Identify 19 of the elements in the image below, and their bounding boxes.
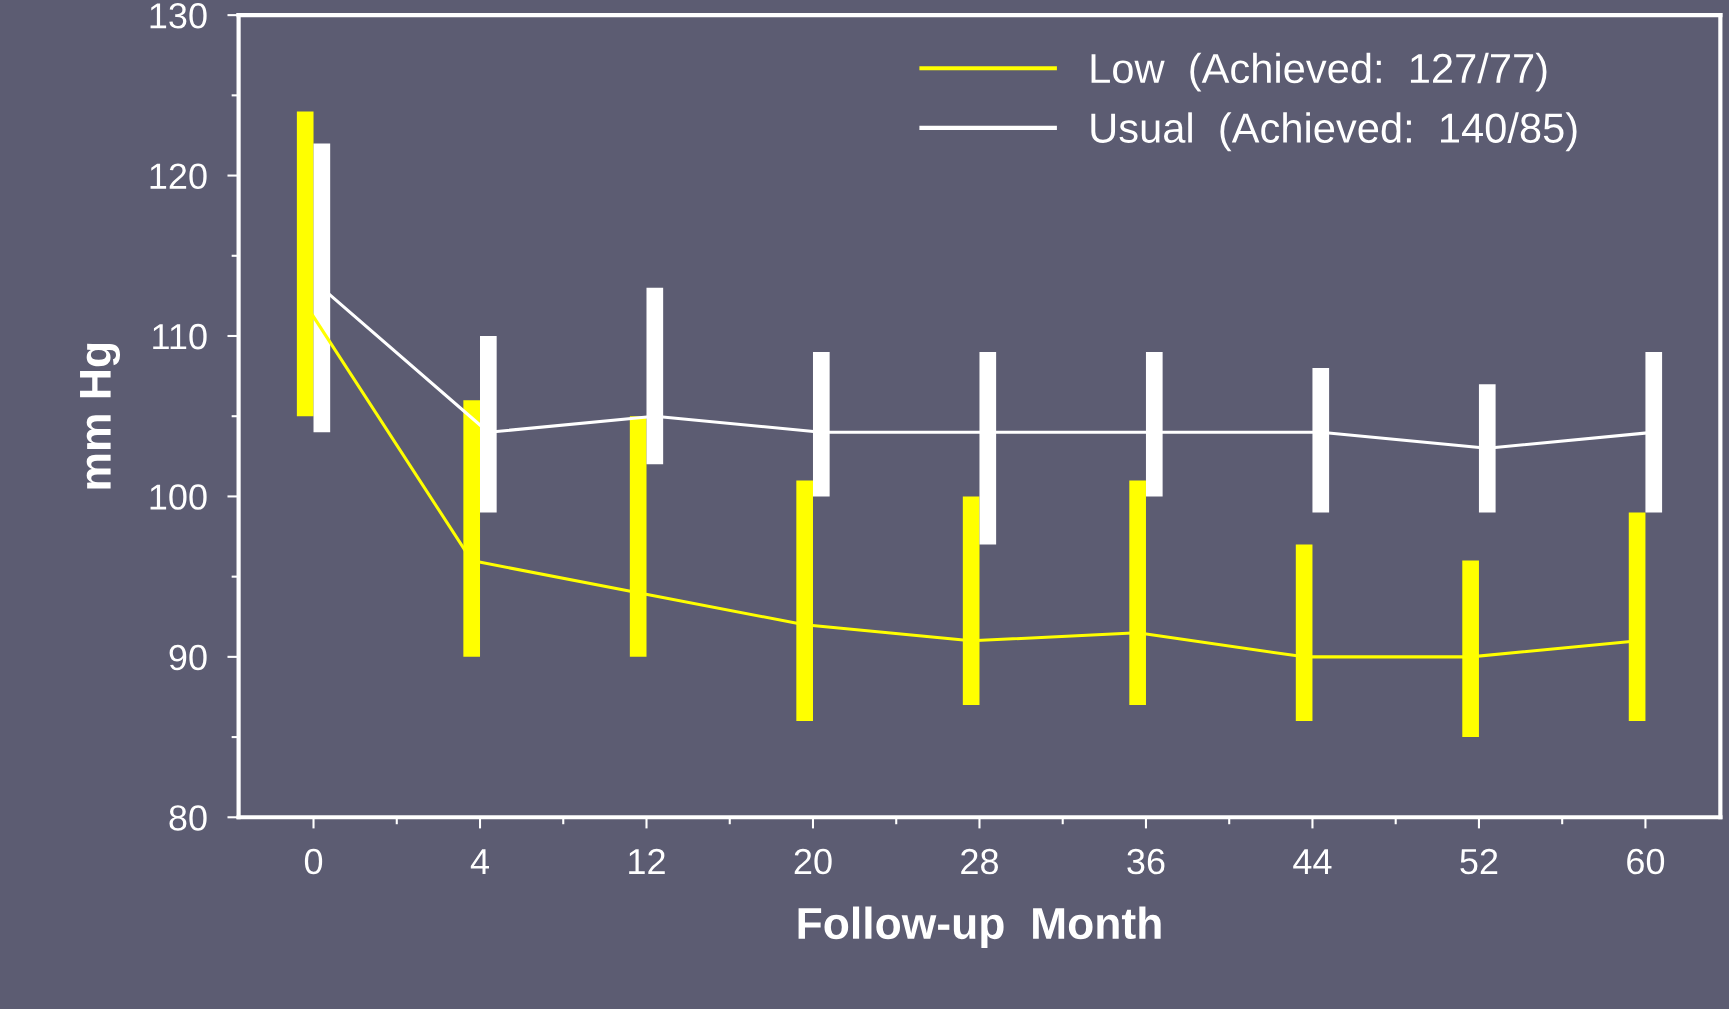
x-tick-label: 0 — [304, 848, 323, 875]
y-tick-label: 120 — [150, 163, 207, 190]
y-axis-title: mm Hg — [80, 343, 121, 489]
y-tick-label: 100 — [150, 484, 207, 510]
x-tick-label: 28 — [961, 848, 998, 875]
x-axis-title: Follow-up Month — [798, 906, 1161, 948]
x-tick-label: 44 — [1293, 849, 1332, 875]
x-tick-label: 4 — [470, 849, 489, 875]
x-tick-label: 52 — [1460, 848, 1498, 875]
y-tick-label: 110 — [153, 323, 207, 350]
x-tick-label: 60 — [1627, 848, 1665, 875]
x-tick-label: 20 — [794, 848, 832, 875]
x-tick-label: 36 — [1127, 848, 1165, 875]
y-tick-label: 80 — [169, 805, 207, 831]
legend-label: Usual (Achieved: 140/85) — [1091, 112, 1577, 152]
x-tick-label: 12 — [629, 848, 665, 875]
legend-label: Low (Achieved: 127/77) — [1091, 52, 1547, 92]
y-tick-label: 90 — [169, 644, 207, 671]
y-tick-label: 130 — [150, 3, 207, 29]
